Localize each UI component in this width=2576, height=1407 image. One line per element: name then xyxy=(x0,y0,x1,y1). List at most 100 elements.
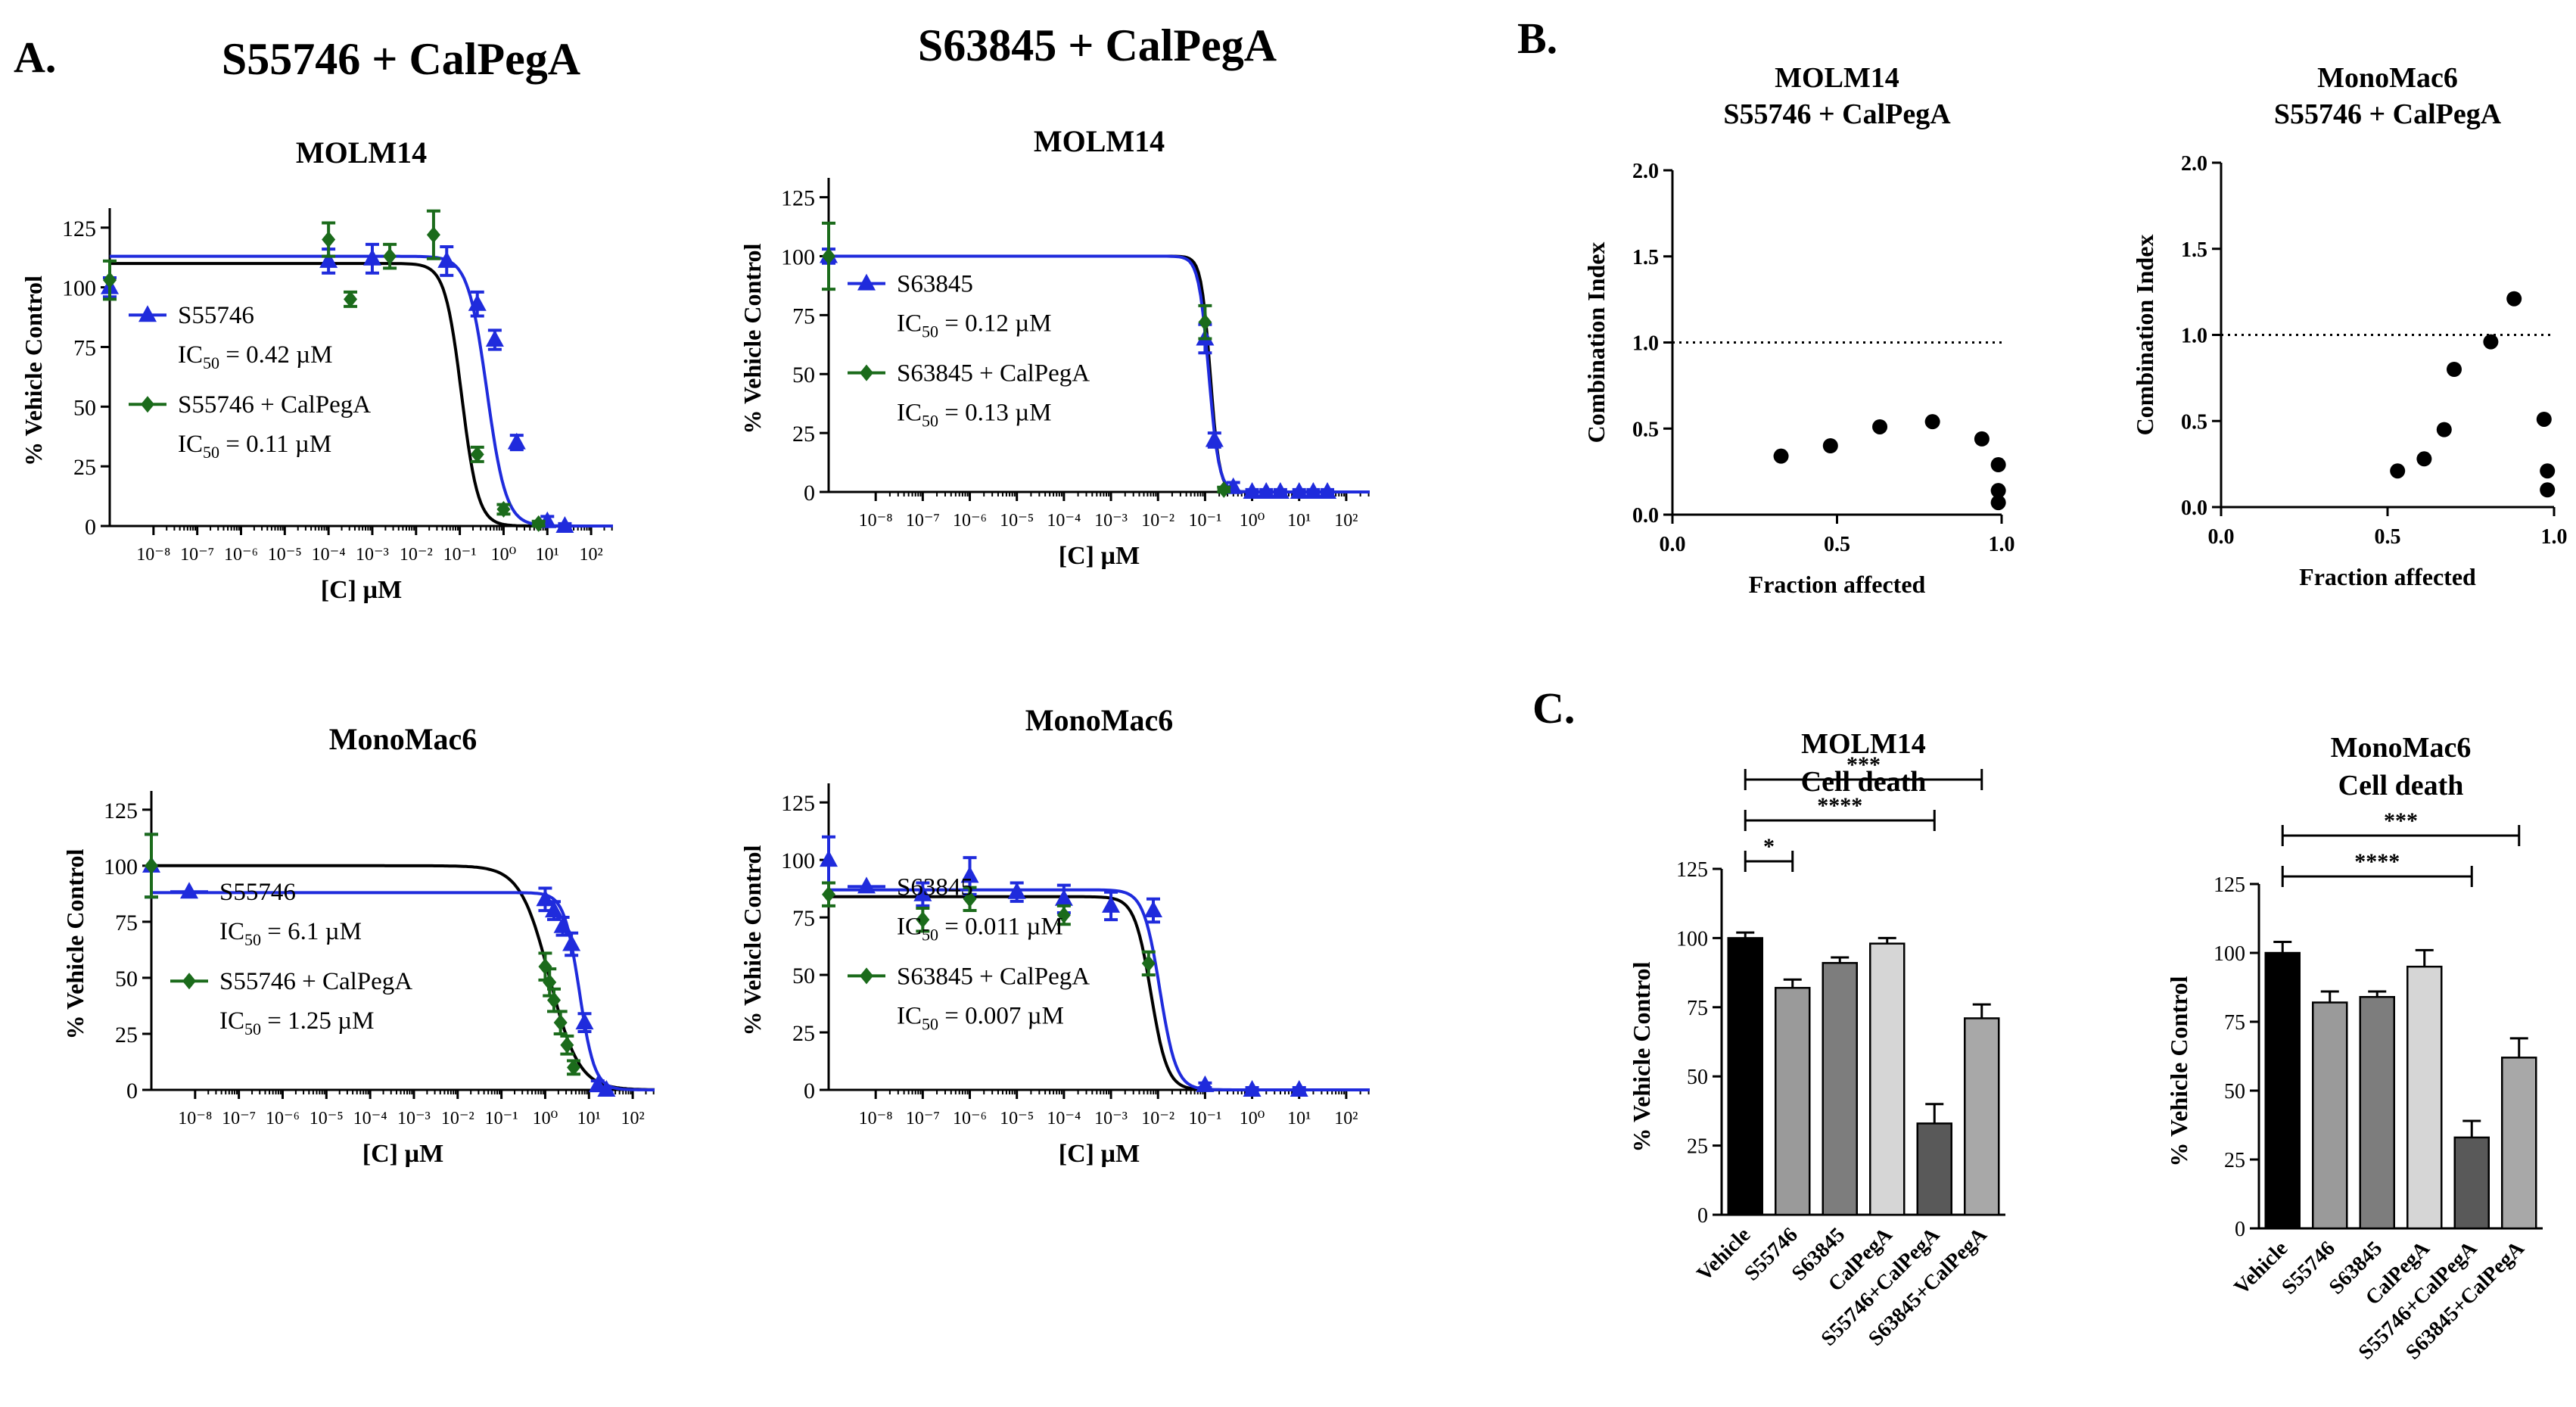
fit-curve-S63845 xyxy=(829,888,1370,1091)
x-tick-label: 10⁻¹ xyxy=(1188,511,1221,531)
legend-ic50: IC50 = 6.1 µM xyxy=(219,918,362,949)
x-tick-label: 10⁻⁷ xyxy=(906,511,940,531)
panel-label-b: B. xyxy=(1517,14,1557,63)
category-label: Vehicle xyxy=(1692,1223,1755,1286)
chart-subtitle: S55746 + CalPegA xyxy=(2274,98,2502,130)
category-label: S55746 xyxy=(2277,1237,2339,1299)
data-point xyxy=(1054,889,1073,906)
data-point xyxy=(145,857,158,874)
bar-S63845 xyxy=(1822,962,1858,1216)
significance-label: *** xyxy=(1846,752,1881,777)
data-point xyxy=(1205,430,1224,447)
y-tick-label: 0.5 xyxy=(2181,410,2207,434)
combination-index-chart-b2: MonoMac6 S55746 + CalPegA 0.0 0.5 1.0 1.5 2.0 0… xyxy=(2131,62,2568,590)
x-tick-label: 10¹ xyxy=(536,545,559,565)
bar-S55746 xyxy=(2312,1001,2348,1230)
x-tick-label: 0.5 xyxy=(2375,525,2401,549)
bar-S55746 xyxy=(1775,986,1811,1216)
x-tick-label: 10² xyxy=(579,545,602,565)
y-tick-label: 0 xyxy=(85,515,96,540)
bar-Vehicle xyxy=(2264,951,2301,1230)
legend-ic50: IC50 = 0.12 µM xyxy=(897,310,1051,341)
x-tick-label: 10⁻² xyxy=(1141,511,1174,531)
x-tick-label: 10² xyxy=(621,1109,644,1128)
x-tick-label: 10¹ xyxy=(1287,511,1311,531)
x-tick-label: 10⁻³ xyxy=(1094,511,1128,531)
dose-response-chart-a1: MOLM14 0 25 50 75 100 125 10⁻⁸ 10⁻⁷ 10⁻⁶ 10⁻⁵ 10⁻⁴ 1… xyxy=(20,135,613,604)
y-tick-label: 2.0 xyxy=(2181,152,2207,176)
data-point xyxy=(507,432,526,450)
x-tick-label: 0.0 xyxy=(2208,525,2235,549)
y-tick-label: 100 xyxy=(2214,942,2245,966)
x-tick-label: 10⁻³ xyxy=(356,545,389,565)
y-axis-label: % Vehicle Control xyxy=(2165,976,2192,1166)
x-tick-label: 10⁻⁸ xyxy=(136,545,170,565)
y-tick-label: 75 xyxy=(73,335,96,360)
x-tick-label: 10² xyxy=(1334,511,1358,531)
data-point xyxy=(1974,431,1990,447)
y-tick-label: 50 xyxy=(792,363,815,388)
x-tick-label: 1.0 xyxy=(2541,525,2568,549)
data-point xyxy=(531,515,546,532)
panel-label-a: A. xyxy=(14,33,56,82)
legend-marker xyxy=(182,973,196,990)
data-point xyxy=(2540,463,2556,479)
x-tick-label: 10⁻⁵ xyxy=(1000,511,1034,531)
chart-title: MOLM14 xyxy=(1775,62,1899,94)
y-axis-label: % Vehicle Control xyxy=(739,845,766,1035)
data-point xyxy=(485,330,504,347)
x-tick-label: 10⁻⁷ xyxy=(222,1109,256,1128)
x-tick-label: 10⁻² xyxy=(441,1109,474,1128)
legend-label: S55746 + CalPegA xyxy=(219,968,412,995)
chart-subtitle: Cell death xyxy=(1801,766,1927,798)
y-tick-label: 25 xyxy=(115,1023,138,1047)
bar-S63845+CalPegA xyxy=(2501,1057,2537,1230)
legend-ic50: IC50 = 0.42 µM xyxy=(178,341,332,372)
y-tick-label: 50 xyxy=(1687,1066,1708,1089)
chart-title: MonoMac6 xyxy=(2331,732,2472,764)
y-axis-label: Combination Index xyxy=(1582,242,1610,444)
y-tick-label: 100 xyxy=(1676,927,1708,951)
data-point xyxy=(496,500,511,518)
panel-label-c: C. xyxy=(1532,683,1575,733)
combination-index-chart-b1: MOLM14 S55746 + CalPegA 0.0 0.5 1.0 1.5 2.0 0.0… xyxy=(1582,62,2015,598)
legend-marker xyxy=(857,876,876,894)
y-tick-label: 0 xyxy=(804,481,815,506)
y-tick-label: 0.0 xyxy=(2181,496,2207,520)
y-axis-label: Combination Index xyxy=(2131,235,2158,436)
chart-title: MonoMac6 xyxy=(1025,703,1174,737)
data-point xyxy=(1257,482,1276,499)
data-point xyxy=(543,973,557,991)
significance-label: **** xyxy=(2354,849,2400,874)
data-point xyxy=(2416,451,2432,467)
x-axis-label: [C] µM xyxy=(1059,1140,1140,1168)
y-tick-label: 75 xyxy=(792,906,815,931)
data-point xyxy=(437,251,456,268)
data-point xyxy=(322,231,336,248)
data-point xyxy=(1773,448,1789,464)
legend-label: S55746 xyxy=(178,302,254,329)
y-tick-label: 75 xyxy=(792,304,815,328)
data-point xyxy=(1007,882,1026,899)
cell-death-chart-c1: MOLM14 Cell death 0 25 50 75 100 125 % Vehicle C… xyxy=(1628,728,2005,1351)
x-tick-label: 10⁻⁸ xyxy=(859,1109,893,1128)
data-point xyxy=(1304,482,1323,499)
cell-death-chart-c2: MonoMac6 Cell death 0 25 50 75 100 125 % Vehicle… xyxy=(2165,732,2543,1365)
x-axis-label: [C] µM xyxy=(321,576,402,604)
x-tick-label: 10⁻³ xyxy=(1094,1109,1128,1128)
data-point xyxy=(2390,463,2406,479)
y-tick-label: 50 xyxy=(2224,1080,2245,1103)
y-tick-label: 75 xyxy=(1687,997,1708,1020)
y-tick-label: 125 xyxy=(62,216,96,241)
charts-layer: MOLM14 0 25 50 75 100 125 10⁻⁸ 10⁻⁷ 10⁻⁶ 10⁻⁵ 10⁻⁴ 1… xyxy=(20,62,2568,1365)
data-point xyxy=(1822,438,1838,453)
x-tick-label: 10⁻⁴ xyxy=(312,545,346,565)
chart-title: MOLM14 xyxy=(1034,124,1165,158)
x-tick-label: 10⁰ xyxy=(491,545,517,565)
data-point xyxy=(1290,482,1308,499)
data-point xyxy=(1990,457,2006,473)
bar-S55746+CalPegA xyxy=(1916,1122,1952,1216)
data-point xyxy=(1198,313,1212,331)
x-tick-label: 10¹ xyxy=(577,1109,601,1128)
data-point xyxy=(553,916,572,933)
